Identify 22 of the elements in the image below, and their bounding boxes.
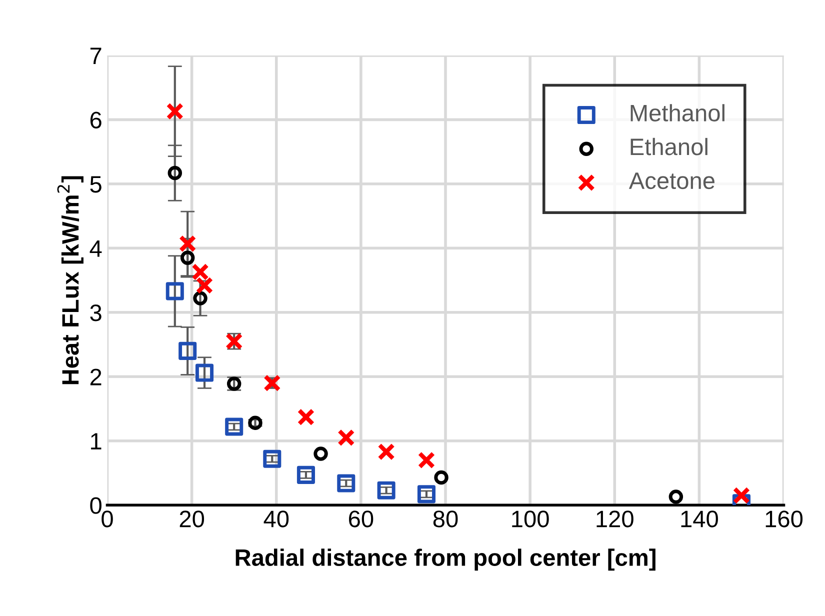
legend-label: Acetone — [628, 172, 714, 190]
legend-label: Methanol — [630, 104, 724, 122]
y-tick-label: 4 — [90, 240, 102, 257]
x-axis-title: Radial distance from pool center [cm] — [236, 548, 656, 571]
y-tick-label: 0 — [90, 497, 102, 514]
y-tick-label: 3 — [90, 304, 102, 322]
y-tick-label: 6 — [90, 112, 102, 128]
x-tick-label: 120 — [596, 510, 634, 528]
x-tick-label: 20 — [180, 510, 204, 528]
y-tick-label: 2 — [90, 368, 102, 386]
x-tick-label: 100 — [512, 510, 549, 528]
x-tick-label: 160 — [766, 510, 803, 528]
x-tick-label: 0 — [102, 510, 113, 528]
y-tick-label: 1 — [91, 433, 102, 450]
x-tick-label: 60 — [349, 510, 374, 528]
x-tick-label: 40 — [264, 510, 289, 528]
x-tick-label: 80 — [433, 510, 458, 528]
y-tick-label: 7 — [90, 48, 102, 64]
x-tick-label: 140 — [681, 510, 718, 528]
legend-label: Ethanol — [630, 138, 708, 156]
y-tick-label: 5 — [90, 176, 102, 193]
y-axis-title: Heat FLux [kW/m$^{2}$] — [57, 176, 84, 384]
